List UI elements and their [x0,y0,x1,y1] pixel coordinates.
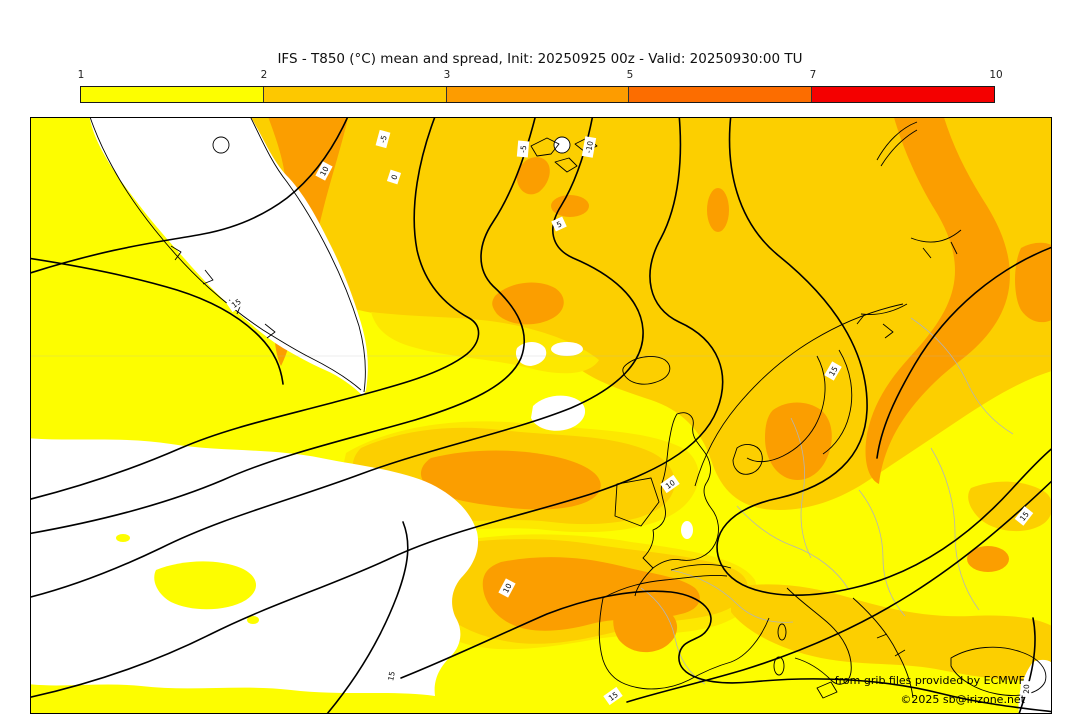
colorbar-tick: 5 [626,69,634,81]
colorbar-segment [628,87,812,102]
colorbar-tick: 3 [443,69,451,81]
contour-lines [31,118,1051,713]
svg-text:0: 0 [389,173,399,181]
svg-text:5: 5 [555,219,563,229]
attribution-source: from grib files provided by ECMWF [835,674,1025,687]
contour-label: 15 [226,293,246,313]
svg-text:20: 20 [1022,684,1031,694]
svg-text:15: 15 [827,365,840,378]
colorbar-segment [81,87,263,102]
spread-below-1-regions [31,118,1051,713]
coastlines [89,118,1047,699]
map-title: IFS - T850 (°C) mean and spread, Init: 2… [277,51,803,67]
contour-label: 15 [1014,506,1034,526]
contour-label: -5 [375,129,391,149]
colorbar-segment [262,87,446,102]
colorbar-segment [445,87,629,102]
contour-label-chips: 10 -5 0 -5 -10 5 15 15 10 15 10 15 15 20 [226,129,1034,706]
colorbar-tick: 2 [260,69,268,81]
weather-map: 10 -5 0 -5 -10 5 15 15 10 15 10 15 15 20… [30,117,1052,714]
svg-text:15: 15 [386,670,397,681]
contour-label: 10 [315,161,333,181]
contour-label: 15 [383,667,399,685]
colorbar-tick: 10 [989,69,1003,81]
svg-text:-10: -10 [584,140,595,154]
contour-label: 10 [660,474,680,494]
contour-label: 0 [386,169,402,185]
contour-label: 15 [603,686,623,706]
colorbar-tick-labels: 1 2 3 5 7 10 [0,69,1080,83]
colorbar-tick: 1 [77,69,85,81]
contour-label: 5 [551,216,567,232]
contour-label: 15 [824,361,842,381]
colorbar-segment [811,87,994,102]
colorbar-tick: 7 [809,69,817,81]
country-borders [31,317,1051,685]
contour-label: 20 [1020,680,1032,698]
svg-text:10: 10 [501,582,514,595]
contour-label: -10 [581,136,597,158]
contour-label: -5 [516,140,530,158]
map-canvas: 10 -5 0 -5 -10 5 15 15 10 15 10 15 15 20… [31,118,1051,713]
svg-text:10: 10 [318,165,331,178]
svg-text:-5: -5 [378,134,389,144]
svg-text:-5: -5 [519,145,529,153]
colorbar-segments [80,86,995,103]
attribution-copyright: ©2025 sb@irizone.net [900,693,1025,706]
contour-label: 10 [498,578,516,598]
